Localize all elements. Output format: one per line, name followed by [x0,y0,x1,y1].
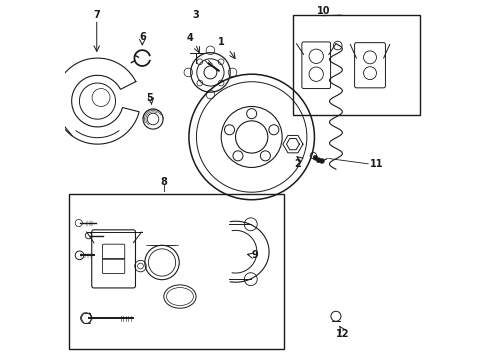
Circle shape [316,158,321,163]
Text: 9: 9 [251,250,258,260]
Text: 2: 2 [294,159,300,169]
Bar [69,194,284,348]
Text: 10: 10 [316,6,329,17]
Text: 7: 7 [93,10,100,20]
Bar [292,15,419,116]
Text: 11: 11 [370,159,383,169]
Text: 3: 3 [192,10,199,20]
Circle shape [312,155,317,160]
Text: 8: 8 [160,177,167,187]
Text: 4: 4 [186,33,193,43]
Text: 6: 6 [139,32,145,41]
Circle shape [319,158,324,163]
Text: 1: 1 [217,37,224,47]
Text: 12: 12 [336,329,349,339]
Text: 5: 5 [146,93,153,103]
